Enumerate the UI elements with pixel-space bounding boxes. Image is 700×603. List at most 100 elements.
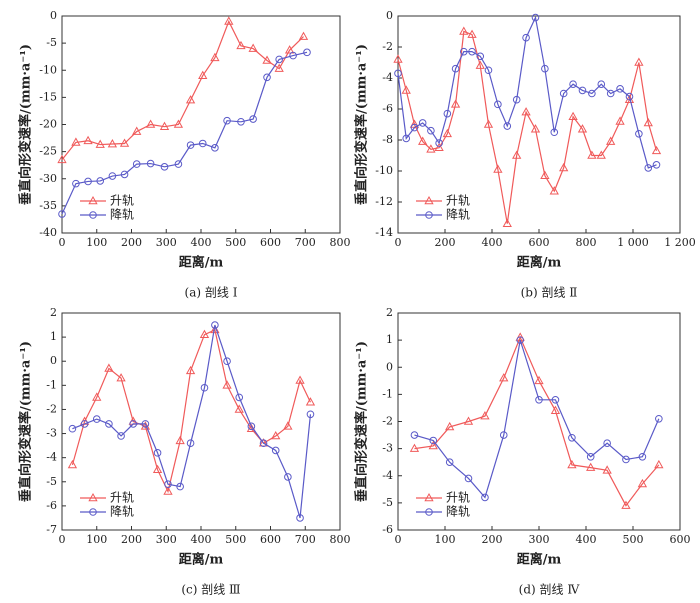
x-tick-label: 300: [529, 533, 550, 546]
marker: [284, 45, 295, 54]
marker: [603, 439, 611, 448]
y-tick-label: -30: [39, 172, 57, 185]
marker: [480, 411, 490, 420]
marker: [211, 321, 219, 329]
y-tick-label: -4: [382, 469, 393, 482]
marker: [88, 492, 98, 502]
marker: [467, 29, 477, 38]
y-tick-label: 0: [50, 354, 57, 367]
marker: [116, 373, 126, 382]
marker: [616, 85, 624, 93]
marker: [494, 100, 502, 109]
marker: [567, 459, 577, 469]
marker: [107, 139, 118, 148]
marker: [443, 109, 452, 118]
marker: [418, 119, 427, 127]
x-tick-label: 400: [191, 533, 212, 546]
y-tick-label: -6: [382, 523, 393, 536]
marker: [445, 458, 454, 466]
x-tick-label: 0: [395, 533, 402, 546]
marker: [247, 422, 256, 431]
marker: [89, 508, 97, 516]
marker: [635, 130, 643, 138]
marker: [120, 170, 129, 179]
legend-label: 升轨: [110, 491, 134, 505]
marker: [476, 52, 485, 61]
marker: [71, 137, 81, 146]
caption: (d) 剖线 Ⅳ: [519, 583, 581, 597]
marker: [550, 405, 561, 414]
x-tick-label: 200: [121, 236, 142, 249]
marker: [577, 124, 588, 133]
marker: [586, 462, 596, 471]
marker: [460, 47, 468, 56]
marker: [428, 440, 438, 450]
marker: [425, 211, 433, 219]
y-tick-label: 1: [386, 333, 393, 346]
marker: [237, 117, 245, 126]
marker: [129, 420, 138, 428]
marker: [516, 336, 525, 344]
marker: [468, 47, 476, 56]
series-line: [414, 335, 660, 507]
marker: [637, 478, 648, 488]
marker: [596, 150, 606, 159]
marker: [305, 397, 316, 406]
x-tick-label: 100: [435, 533, 456, 546]
marker: [549, 186, 559, 195]
y-tick-label: -3: [46, 427, 57, 440]
marker: [634, 57, 644, 66]
x-tick-label: 400: [191, 236, 212, 249]
marker: [271, 446, 280, 455]
marker: [450, 99, 461, 108]
marker: [409, 443, 420, 452]
y-tick-label: -4: [46, 451, 57, 464]
marker: [173, 119, 184, 128]
x-tick-label: 600: [529, 236, 550, 249]
marker: [654, 459, 664, 469]
marker: [426, 144, 436, 153]
marker: [95, 139, 105, 148]
marker: [434, 142, 444, 152]
marker: [429, 436, 438, 445]
marker: [152, 464, 163, 474]
legend-label: 升轨: [446, 194, 470, 208]
marker: [512, 150, 522, 159]
legend-label: 降轨: [446, 505, 470, 519]
marker: [512, 95, 521, 104]
marker: [186, 439, 195, 448]
marker: [163, 486, 173, 495]
marker: [550, 128, 559, 137]
y-tick-label: -6: [46, 499, 57, 512]
x-tick-label: 700: [295, 236, 316, 249]
marker: [535, 396, 543, 404]
marker: [132, 160, 141, 168]
marker: [401, 85, 411, 94]
marker: [424, 492, 434, 502]
marker: [249, 115, 257, 123]
marker: [296, 514, 304, 522]
marker: [588, 89, 596, 98]
y-tick-label: 2: [50, 306, 57, 319]
marker: [303, 48, 311, 57]
marker: [424, 195, 434, 205]
y-tick-label: -35: [39, 199, 57, 212]
marker: [140, 421, 151, 430]
x-tick-label: 0: [59, 236, 66, 249]
legend-label: 升轨: [446, 491, 470, 505]
y-tick-label: 1: [50, 330, 57, 343]
marker: [625, 92, 634, 101]
marker: [298, 31, 309, 40]
x-tick-label: 1 200: [664, 236, 696, 249]
y-tick-label: 0: [50, 9, 57, 22]
marker: [259, 439, 268, 448]
marker: [67, 459, 78, 469]
x-tick-label: 700: [295, 533, 316, 546]
marker: [306, 410, 315, 419]
marker: [541, 64, 549, 73]
marker: [200, 383, 209, 392]
y-tick-label: -40: [39, 226, 57, 239]
marker: [153, 449, 162, 457]
marker: [643, 117, 653, 127]
x-tick-label: 300: [156, 236, 177, 249]
